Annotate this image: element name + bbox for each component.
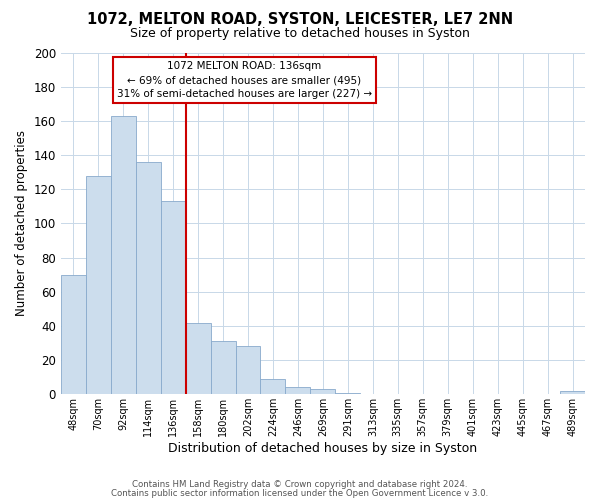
Bar: [236, 346, 260, 395]
Bar: [286, 388, 310, 394]
X-axis label: Distribution of detached houses by size in Syston: Distribution of detached houses by size …: [169, 442, 478, 455]
Text: Size of property relative to detached houses in Syston: Size of property relative to detached ho…: [130, 28, 470, 40]
Bar: [310, 389, 335, 394]
Bar: [61, 274, 86, 394]
Y-axis label: Number of detached properties: Number of detached properties: [15, 130, 28, 316]
Bar: [260, 379, 286, 394]
Text: 1072, MELTON ROAD, SYSTON, LEICESTER, LE7 2NN: 1072, MELTON ROAD, SYSTON, LEICESTER, LE…: [87, 12, 513, 28]
Bar: [136, 162, 161, 394]
Bar: [111, 116, 136, 394]
Text: Contains public sector information licensed under the Open Government Licence v : Contains public sector information licen…: [112, 488, 488, 498]
Bar: [185, 322, 211, 394]
Bar: [560, 391, 585, 394]
Bar: [86, 176, 111, 394]
Bar: [335, 392, 361, 394]
Bar: [161, 201, 185, 394]
Text: 1072 MELTON ROAD: 136sqm
← 69% of detached houses are smaller (495)
31% of semi-: 1072 MELTON ROAD: 136sqm ← 69% of detach…: [117, 61, 372, 99]
Text: Contains HM Land Registry data © Crown copyright and database right 2024.: Contains HM Land Registry data © Crown c…: [132, 480, 468, 489]
Bar: [211, 342, 236, 394]
